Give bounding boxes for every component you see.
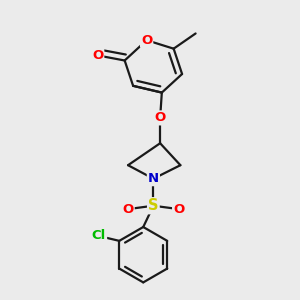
Text: O: O — [173, 202, 184, 216]
Text: O: O — [122, 202, 134, 216]
Text: Cl: Cl — [92, 229, 106, 242]
Text: O: O — [141, 34, 152, 47]
Text: S: S — [148, 198, 159, 213]
Text: O: O — [154, 111, 166, 124]
Text: N: N — [148, 172, 159, 185]
Text: O: O — [92, 49, 103, 62]
